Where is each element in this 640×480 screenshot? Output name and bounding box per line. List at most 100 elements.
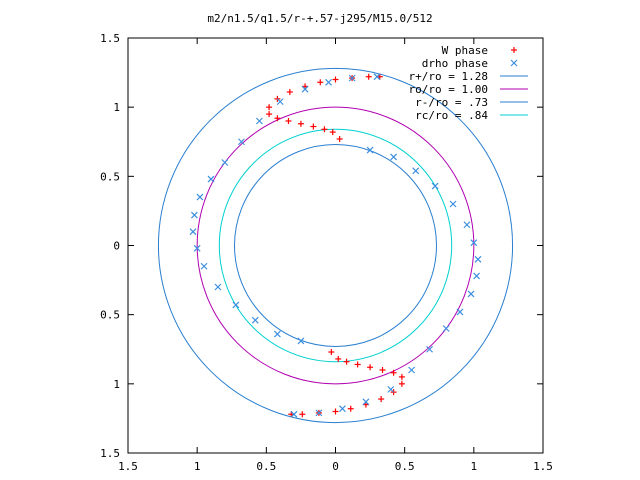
w-phase-point-5 [297, 120, 304, 127]
drho-phase-point-12 [442, 325, 450, 332]
drho-phase-point-28-b [190, 211, 198, 219]
chart-title: m2/n1.5/q1.5/r-+.57-j295/M15.0/512 [207, 12, 432, 25]
legend-label-6: rc/ro = .84 [415, 109, 488, 122]
drho-phase-point-8 [474, 255, 482, 263]
drho-phase-point-10 [467, 290, 475, 298]
w-phase-point-11 [286, 88, 293, 95]
drho-phase-point-9 [473, 272, 481, 280]
drho-phase-point-28 [190, 211, 198, 219]
drho-phase-point-30-b [207, 175, 215, 183]
drho-phase-point-11-b [456, 308, 464, 316]
w-phase-point-18 [328, 349, 335, 356]
w-phase-point-30 [347, 405, 354, 412]
drho-phase-point-33 [255, 117, 263, 125]
drho-phase-point-36-b [325, 78, 333, 86]
drho-phase-point-6-b [463, 221, 471, 229]
x-tick-label-2: 1 [194, 460, 201, 473]
drho-phase-point-36 [325, 78, 333, 86]
w-phase-point-31 [332, 408, 339, 415]
legend-label-5: r-/ro = .73 [415, 96, 488, 109]
drho-phase-point-9-b [473, 272, 481, 280]
drho-phase-point-12-b [442, 325, 450, 332]
drho-phase-point-16-b [362, 398, 370, 406]
legend-label-2: drho phase [422, 57, 488, 70]
w-phase-point-16 [365, 73, 372, 80]
legend-marker-drho-phase-b [510, 59, 518, 67]
legend-label-1: W phase [442, 44, 488, 57]
drho-phase-point-2 [390, 153, 398, 161]
drho-phase-point-32-b [238, 138, 245, 146]
drho-phase-point-5-b [449, 200, 457, 208]
circle-3 [234, 144, 437, 347]
w-phase-point-21 [354, 361, 361, 368]
drho-phase-point-31-b [221, 159, 229, 166]
drho-phase-point-31 [221, 159, 229, 166]
drho-phase-point-15 [387, 385, 395, 393]
drho-phase-point-16 [362, 398, 370, 406]
w-phase-point-22 [367, 364, 374, 371]
drho-phase-point-8-b [474, 255, 482, 263]
drho-phase-point-14-b [408, 366, 416, 374]
w-phase-point-28 [378, 396, 385, 403]
drho-phase-point-4 [431, 182, 439, 190]
drho-phase-point-22 [251, 316, 259, 324]
x-tick-label-6: 1 [471, 460, 478, 473]
circle-1 [157, 67, 514, 424]
drho-phase-point-19-b [290, 410, 298, 418]
circles-layer [157, 67, 514, 424]
y-tick-label-4: 0 [113, 240, 120, 253]
drho-phase-point-35-b [301, 85, 309, 93]
drho-phase-point-19 [290, 410, 298, 418]
drho-phase-point-13 [426, 345, 433, 353]
drho-phase-point-21 [273, 330, 281, 338]
drho-phase-point-25-b [200, 262, 208, 270]
drho-phase-point-30 [207, 175, 215, 183]
drho-phase-point-22-b [251, 316, 259, 324]
circle-2 [196, 106, 475, 385]
w-phase-point-33 [299, 411, 306, 418]
drho-phase-point-1 [366, 146, 374, 154]
drho-phase-point-17 [338, 405, 346, 413]
y-tick-label-3: 0.5 [100, 309, 120, 322]
drho-phase-point-35 [301, 85, 309, 93]
drho-phase-point-20 [297, 337, 305, 345]
drho-phase-point-4-b [431, 182, 439, 190]
w-phase-point-7 [274, 115, 281, 122]
drho-phase-point-13-b [426, 345, 433, 353]
drho-phase-point-21-b [273, 330, 281, 338]
x-tick-label-4: 0 [332, 460, 339, 473]
drho-phase-point-6 [463, 221, 471, 229]
w-phase-point-8 [266, 111, 273, 118]
y-tick-label-2: 1 [113, 378, 120, 391]
w-phase-point-2 [329, 129, 336, 136]
drho-phase-point-2-b [390, 153, 398, 161]
drho-phase-point-34-b [276, 98, 284, 106]
drho-phase-point-24-b [214, 283, 222, 291]
w-phase-point-19 [335, 355, 342, 362]
drho-phase-point-3-b [412, 167, 420, 175]
circle-4 [218, 128, 453, 363]
legend-label-4: ro/ro = 1.00 [409, 83, 488, 96]
drho-phase-point-34 [276, 98, 284, 106]
drho-phase-point-38 [373, 73, 381, 81]
w-phase-point-25 [398, 373, 405, 380]
y-tick-label-1: 1.5 [100, 447, 120, 460]
drho-phase-point-3 [412, 167, 420, 175]
drho-phase-point-15-b [387, 385, 395, 393]
legend-marker-drho-phase [510, 59, 518, 67]
drho-phase-point-17-b [338, 405, 346, 413]
drho-phase-point-23-b [232, 301, 240, 309]
y-tick-label-6: 1 [113, 101, 120, 114]
w-phase-point-14 [332, 76, 339, 83]
drho-phase-point-25 [200, 262, 208, 270]
drho-phase-point-7-b [470, 239, 478, 247]
drho-phase-point-38-b [373, 73, 381, 81]
points-layer [189, 73, 482, 418]
drho-phase-point-37 [348, 74, 356, 82]
x-tick-label-5: 0.5 [395, 460, 415, 473]
y-tick-label-5: 0.5 [100, 170, 120, 183]
x-tick-label-1: 1.5 [118, 460, 138, 473]
drho-phase-point-7 [470, 239, 478, 247]
x-tick-label-7: 1.5 [533, 460, 553, 473]
